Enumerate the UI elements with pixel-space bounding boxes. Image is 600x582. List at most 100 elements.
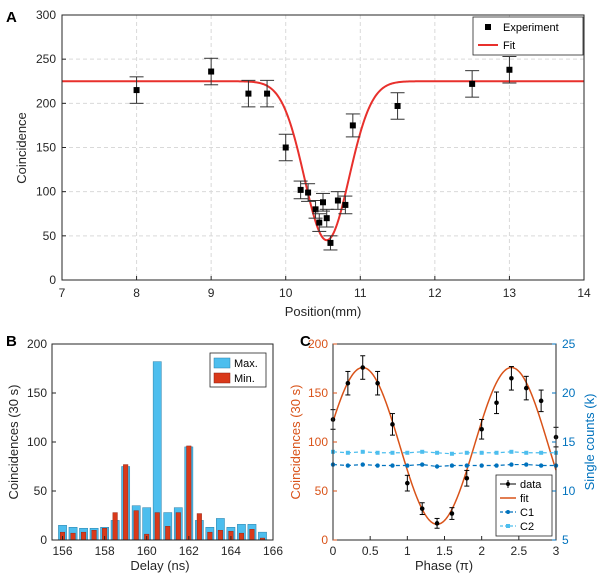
bar-min bbox=[81, 531, 87, 541]
y-tick-label: 150 bbox=[308, 386, 328, 400]
c1-point-marker bbox=[434, 464, 440, 469]
c2-point-marker bbox=[464, 450, 469, 455]
x-tick-label: 2 bbox=[478, 544, 485, 558]
data-point bbox=[479, 418, 485, 440]
data-point bbox=[389, 413, 395, 436]
x-tick-label: 164 bbox=[221, 544, 241, 558]
chart-c-c2-series bbox=[331, 449, 558, 456]
chart-a-y-ticks: 0 50 100 150 200 250 300 bbox=[36, 8, 66, 287]
chart-c-y-axis-label-right: Single counts (k) bbox=[582, 394, 597, 491]
chart-a-experiment-series bbox=[129, 56, 517, 251]
y-tick-label: 250 bbox=[36, 52, 56, 66]
chart-a-legend-label-experiment: Experiment bbox=[503, 22, 559, 34]
y-tick-label: 300 bbox=[36, 8, 56, 22]
point-marker bbox=[506, 66, 513, 73]
x-tick-label: 10 bbox=[279, 286, 293, 300]
point-marker bbox=[208, 68, 215, 75]
point-marker bbox=[305, 189, 312, 196]
point-marker bbox=[312, 206, 319, 213]
x-tick-label: 11 bbox=[354, 286, 367, 300]
x-tick-label: 12 bbox=[428, 286, 442, 300]
data-point bbox=[330, 191, 345, 210]
chart-b-legend: Max. Min. bbox=[209, 352, 267, 388]
data-point bbox=[338, 195, 353, 215]
chart-a-legend: Experiment Fit bbox=[472, 16, 584, 56]
point-marker bbox=[327, 239, 334, 246]
c2-point-marker bbox=[420, 449, 425, 454]
bar-min bbox=[238, 532, 244, 541]
data-point bbox=[323, 235, 338, 251]
c2-series-line bbox=[332, 451, 556, 455]
x-tick-label: 13 bbox=[503, 286, 517, 300]
y-tick-label: 0 bbox=[40, 533, 47, 547]
data-point bbox=[523, 375, 529, 401]
point-marker bbox=[509, 376, 514, 381]
y-tick-label: 150 bbox=[27, 386, 47, 400]
point-marker bbox=[405, 480, 410, 486]
data-point bbox=[404, 474, 410, 492]
data-point bbox=[465, 70, 480, 98]
y-tick-label: 200 bbox=[36, 96, 56, 110]
fit-curve-line bbox=[332, 366, 557, 526]
chart-c-c1-series bbox=[330, 462, 559, 469]
point-marker bbox=[345, 380, 351, 386]
x-tick-label: 0.5 bbox=[362, 544, 379, 558]
chart-a: 7 8 9 10 11 12 13 14 0 50 100 150 200 250 300 Positio… bbox=[14, 8, 591, 319]
c2-point-marker bbox=[375, 450, 380, 455]
chart-a-x-axis-label: Position(mm) bbox=[285, 304, 362, 319]
data-point bbox=[538, 389, 544, 413]
y-right-tick-label: 20 bbox=[562, 386, 576, 400]
chart-a-y-axis-label: Coincidence bbox=[14, 112, 29, 184]
bar-min bbox=[207, 531, 213, 541]
y-tick-label: 50 bbox=[43, 229, 57, 243]
chart-b-legend-swatch-max bbox=[213, 357, 231, 369]
c1-point-marker bbox=[494, 463, 499, 468]
chart-c-y-ticks-left: 0 50 100 150 200 bbox=[308, 337, 337, 547]
chart-b-legend-swatch-min bbox=[213, 372, 231, 384]
chart-b-bars bbox=[58, 361, 267, 541]
panel-label-b: B bbox=[6, 333, 17, 350]
bar-min bbox=[123, 464, 129, 541]
chart-a-fit-series bbox=[62, 80, 584, 242]
x-tick-label: 9 bbox=[208, 286, 215, 300]
chart-b: 156 158 160 162 164 166 0 50 100 150 200 Delay (n… bbox=[6, 337, 283, 573]
c2-point-marker bbox=[539, 450, 544, 455]
chart-c-x-axis-label: Phase (π) bbox=[415, 558, 473, 573]
c1-series-line bbox=[332, 463, 556, 468]
bar-min bbox=[154, 512, 160, 541]
panel-label-a: A bbox=[6, 9, 17, 26]
y-tick-label: 0 bbox=[49, 273, 56, 287]
y-right-tick-label: 5 bbox=[562, 533, 569, 547]
x-tick-label: 1 bbox=[404, 544, 411, 558]
x-tick-label: 160 bbox=[137, 544, 157, 558]
chart-b-y-axis-label: Coincidences (30 s) bbox=[6, 385, 21, 500]
chart-c-y-ticks-right: 5 10 15 20 25 bbox=[552, 337, 576, 547]
x-tick-label: 0 bbox=[330, 544, 337, 558]
chart-c: 0 0.5 1 1.5 2 2.5 3 0 50 100 150 200 5 10 15 20 25 Pha… bbox=[288, 337, 597, 573]
chart-c-legend-label-fit: fit bbox=[520, 493, 529, 505]
x-tick-label: 8 bbox=[133, 286, 140, 300]
point-marker bbox=[297, 186, 304, 193]
data-point bbox=[508, 366, 514, 391]
c1-point-marker bbox=[360, 462, 365, 467]
point-marker bbox=[434, 521, 440, 526]
c1-point-marker bbox=[449, 463, 455, 468]
chart-a-legend-label-fit: Fit bbox=[503, 40, 515, 52]
point-marker bbox=[282, 144, 289, 151]
c1-point-marker bbox=[390, 463, 395, 468]
data-point bbox=[129, 76, 144, 104]
point-marker bbox=[469, 80, 476, 87]
data-point bbox=[449, 507, 455, 520]
chart-b-x-axis-label: Delay (ns) bbox=[130, 558, 189, 573]
chart-b-legend-label-max: Max. bbox=[234, 358, 258, 370]
y-tick-label: 150 bbox=[36, 141, 56, 155]
point-marker bbox=[133, 87, 140, 94]
y-tick-label: 100 bbox=[27, 435, 47, 449]
chart-c-fit-series bbox=[332, 366, 557, 526]
data-point bbox=[390, 92, 405, 120]
point-marker bbox=[390, 422, 395, 427]
panel-label-c: C bbox=[300, 333, 311, 350]
point-marker bbox=[464, 475, 470, 481]
c1-point-marker bbox=[464, 463, 469, 468]
data-point bbox=[316, 192, 330, 212]
